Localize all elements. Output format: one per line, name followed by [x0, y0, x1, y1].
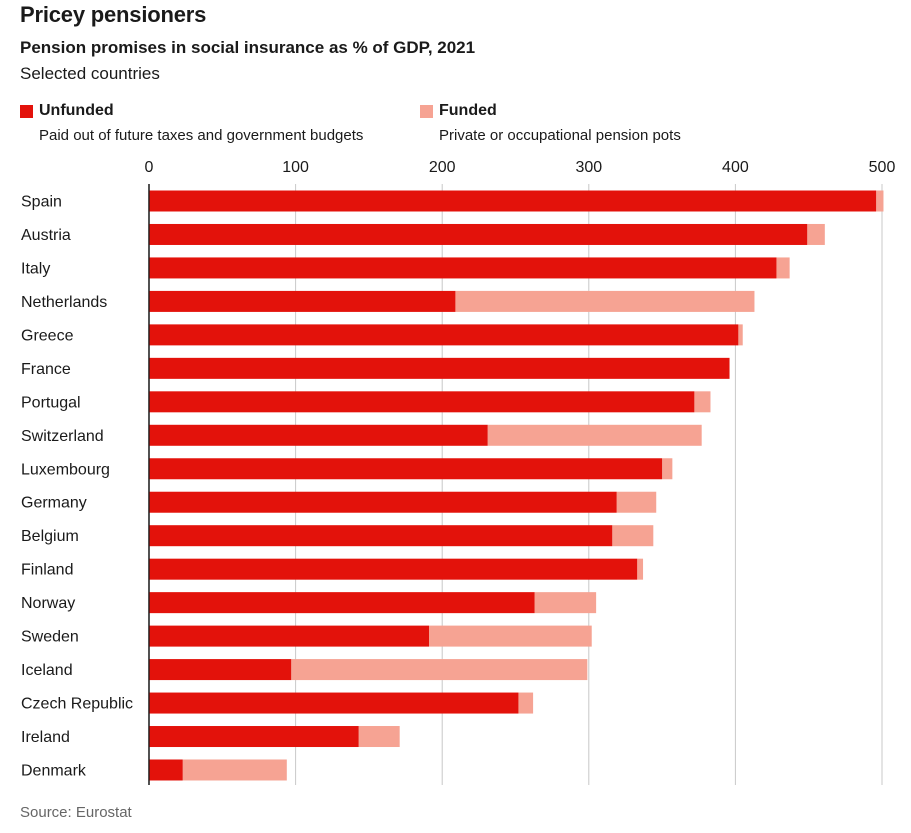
chart-title: Pricey pensioners	[20, 2, 207, 27]
bar-unfunded	[149, 558, 638, 580]
source-note: Source: Eurostat	[20, 804, 132, 821]
bar-unfunded	[149, 424, 488, 446]
x-tick-label: 400	[722, 159, 749, 176]
bar-funded	[738, 324, 743, 346]
bar-funded	[807, 223, 825, 245]
bar-unfunded	[149, 625, 430, 647]
bar-unfunded	[149, 391, 695, 413]
category-label: Germany	[21, 495, 87, 512]
bar-unfunded	[149, 592, 535, 614]
bar-unfunded	[149, 726, 359, 748]
bar-funded	[534, 592, 597, 614]
legend-label-unfunded: Unfunded	[39, 102, 114, 119]
bar-funded	[637, 558, 644, 580]
bar-funded	[487, 424, 702, 446]
bar-unfunded	[149, 357, 730, 379]
category-label: Finland	[21, 562, 73, 579]
category-label: France	[21, 361, 71, 378]
category-label: Greece	[21, 327, 74, 344]
category-label: Portugal	[21, 394, 81, 411]
bar-funded	[291, 659, 588, 681]
category-label: Netherlands	[21, 294, 107, 311]
legend-label-funded: Funded	[439, 102, 497, 119]
bar-unfunded	[149, 257, 777, 279]
bar-unfunded	[149, 692, 519, 714]
category-label: Luxembourg	[21, 461, 110, 478]
category-label: Czech Republic	[21, 696, 133, 713]
x-tick-label: 300	[575, 159, 602, 176]
bar-funded	[518, 692, 534, 714]
bar-funded	[455, 290, 755, 312]
legend-swatch-funded	[420, 105, 433, 118]
bar-funded	[694, 391, 711, 413]
category-label: Italy	[21, 260, 50, 277]
bar-funded	[662, 458, 673, 480]
bar-funded	[358, 726, 400, 748]
chart-subsubtitle: Selected countries	[20, 64, 160, 83]
chart-subtitle: Pension promises in social insurance as …	[20, 38, 476, 57]
bar-funded	[616, 491, 657, 513]
category-label: Belgium	[21, 528, 79, 545]
category-label: Switzerland	[21, 428, 104, 445]
legend-desc-funded: Private or occupational pension pots	[439, 127, 681, 144]
bar-unfunded	[149, 458, 663, 480]
category-label: Spain	[21, 194, 62, 211]
legend-desc-unfunded: Paid out of future taxes and government …	[39, 127, 364, 144]
bar-funded	[876, 190, 884, 212]
bar-unfunded	[149, 659, 292, 681]
bar-funded	[776, 257, 790, 279]
category-label: Denmark	[21, 762, 87, 779]
bar-unfunded	[149, 759, 183, 781]
bar-funded	[182, 759, 287, 781]
bar-funded	[612, 525, 654, 547]
x-tick-label: 100	[282, 159, 309, 176]
bar-funded	[429, 625, 592, 647]
x-tick-label: 200	[429, 159, 456, 176]
category-label: Sweden	[21, 629, 79, 646]
bar-unfunded	[149, 223, 808, 245]
category-label: Austria	[21, 227, 71, 244]
legend-swatch-unfunded	[20, 105, 33, 118]
bar-unfunded	[149, 491, 617, 513]
x-tick-label: 500	[869, 159, 896, 176]
category-label: Ireland	[21, 729, 70, 746]
x-tick-label: 0	[145, 159, 154, 176]
bar-unfunded	[149, 290, 456, 312]
category-label: Iceland	[21, 662, 73, 679]
bar-unfunded	[149, 324, 739, 346]
category-label: Norway	[21, 595, 75, 612]
bar-unfunded	[149, 190, 877, 212]
bar-unfunded	[149, 525, 613, 547]
